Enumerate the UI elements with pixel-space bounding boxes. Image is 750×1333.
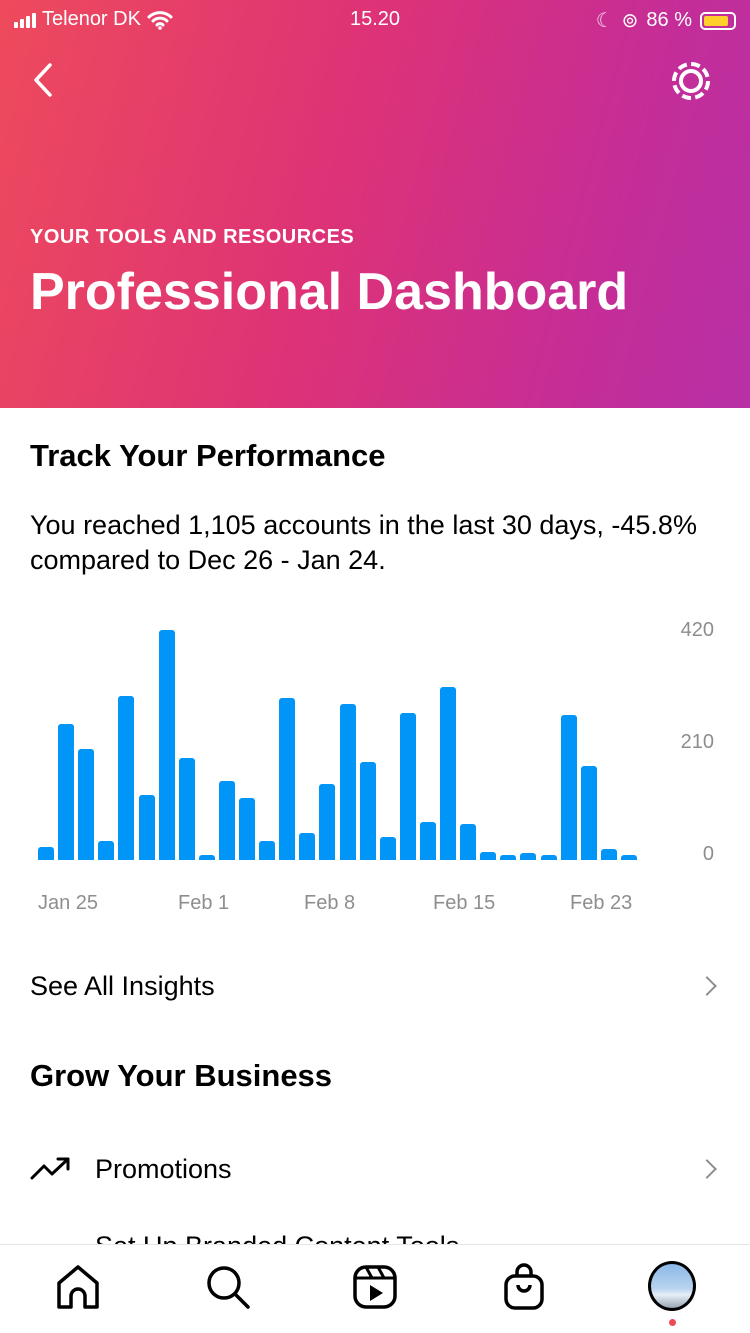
chart-bar <box>620 855 637 860</box>
trending-up-icon <box>30 1157 70 1180</box>
header: Telenor DK 15.20 ☾ ⊚ 86 % YOUR TOOLS AND… <box>0 0 750 408</box>
carrier: Telenor DK <box>42 8 141 30</box>
chart-bar <box>600 848 617 860</box>
reach-summary: You reached 1,105 accounts in the last 3… <box>30 510 697 575</box>
shop-icon[interactable] <box>500 1263 548 1311</box>
signal-icon <box>14 12 36 28</box>
page-title: Professional Dashboard <box>30 263 629 321</box>
promotions-label: Promotions <box>95 1153 232 1184</box>
chart-bar <box>299 833 316 860</box>
chart-bar <box>259 840 276 860</box>
chart-bar <box>560 714 577 860</box>
profile-avatar[interactable] <box>648 1261 696 1311</box>
chart-bar <box>540 855 557 860</box>
wifi-icon <box>147 10 173 30</box>
y-tick-label: 0 <box>702 843 714 865</box>
x-tick-label: Feb 1 <box>178 892 230 914</box>
chart-bar <box>38 846 54 860</box>
back-icon[interactable] <box>30 60 60 100</box>
chart-bar <box>520 853 537 860</box>
see-all-insights-label: See All Insights <box>30 970 215 1001</box>
chevron-right-icon <box>697 976 717 996</box>
chart-bar <box>78 748 95 860</box>
x-tick-label: Jan 25 <box>38 892 99 914</box>
performance-heading: Track Your Performance <box>30 438 386 473</box>
chart-bar <box>198 854 215 860</box>
grow-heading: Grow Your Business <box>30 1058 333 1093</box>
chart-bar <box>500 855 517 860</box>
search-icon[interactable] <box>204 1263 252 1311</box>
chart-bar <box>138 795 155 860</box>
x-tick-label: Feb 15 <box>433 892 496 914</box>
chart-bar <box>419 821 436 860</box>
home-icon[interactable] <box>54 1263 102 1311</box>
branded-content-row[interactable]: Set Up Branded Content Tools <box>95 1232 459 1244</box>
see-all-insights-row[interactable]: See All Insights <box>0 956 750 1016</box>
tab-bar <box>0 1244 750 1333</box>
reach-bar-chart: 420 210 0 Jan 25 Feb 1 Feb 8 Feb 15 Feb … <box>0 610 750 930</box>
settings-gear-icon[interactable] <box>668 58 714 104</box>
chart-bar <box>460 823 477 860</box>
chart-bar <box>58 723 75 860</box>
chart-bar <box>178 757 195 860</box>
y-tick-label: 210 <box>680 731 714 753</box>
chart-bar <box>98 840 115 860</box>
moon-icon: ☾ <box>595 10 614 32</box>
chart-bar <box>480 852 497 860</box>
header-kicker: YOUR TOOLS AND RESOURCES <box>30 226 355 248</box>
chart-bar <box>218 780 235 860</box>
chart-bar <box>359 761 376 860</box>
chart-bar <box>440 686 456 860</box>
rotation-lock-icon: ⊚ <box>621 10 639 32</box>
chart-bar <box>158 630 175 860</box>
promotions-row[interactable]: Promotions <box>0 1139 750 1199</box>
y-tick-label: 420 <box>680 619 714 641</box>
battery-percent: 86 % <box>646 9 692 31</box>
reels-icon[interactable] <box>351 1263 399 1311</box>
chart-bar <box>239 797 255 860</box>
chart-bar <box>399 712 416 860</box>
status-bar: Telenor DK 15.20 ☾ ⊚ 86 % <box>0 8 750 32</box>
x-tick-label: Feb 23 <box>570 892 633 914</box>
x-tick-label: Feb 8 <box>304 892 356 914</box>
chart-bar <box>279 697 296 860</box>
chevron-right-icon <box>697 1159 717 1179</box>
chart-bar <box>319 784 336 860</box>
time: 15.20 <box>349 8 401 30</box>
chart-bar <box>580 765 597 860</box>
chart-bar <box>118 696 135 860</box>
battery-icon <box>700 11 736 30</box>
chart-bar <box>379 837 396 860</box>
chart-bar <box>339 703 356 860</box>
notification-dot <box>669 1319 676 1326</box>
